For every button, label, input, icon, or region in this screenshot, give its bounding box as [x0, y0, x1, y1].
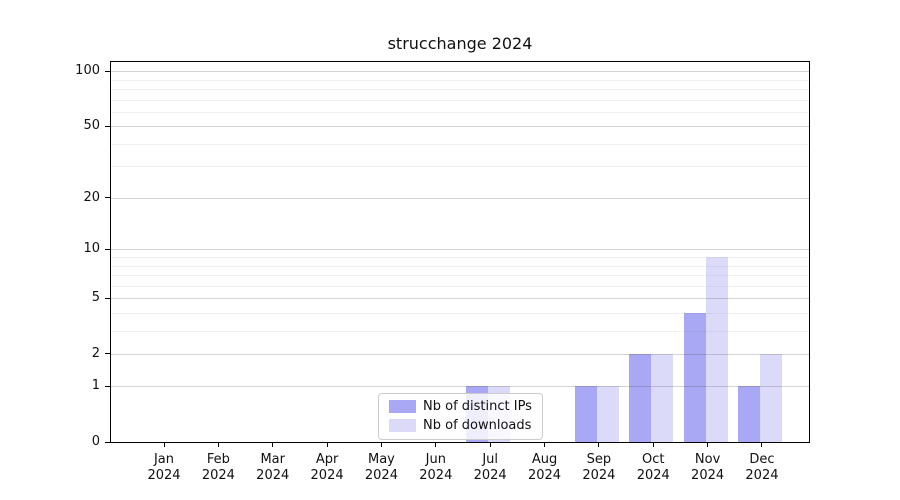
gridline-minor — [111, 166, 809, 168]
x-tick-label: Feb 2024 — [201, 452, 235, 483]
bar-downloads — [651, 353, 674, 442]
gridline-minor — [111, 89, 809, 91]
x-tick-label: Jul 2024 — [473, 452, 507, 483]
gridline-minor — [111, 143, 809, 145]
x-tick — [380, 442, 382, 447]
bar-downloads — [705, 257, 728, 442]
x-tick — [489, 442, 491, 447]
gridline-minor — [111, 330, 809, 332]
x-tick — [707, 442, 709, 447]
x-tick-label: Mar 2024 — [256, 452, 290, 483]
gridline-minor — [111, 99, 809, 101]
gridline-major — [111, 71, 809, 73]
y-tick-label: 0 — [91, 434, 100, 449]
legend-swatch-distinct-ips — [389, 400, 416, 413]
gridline-major — [111, 197, 809, 199]
x-tick — [652, 442, 654, 447]
gridline-major — [111, 386, 809, 388]
gridline-minor — [111, 312, 809, 314]
x-tick — [217, 442, 219, 447]
bar-distinct-ips — [629, 353, 652, 442]
x-tick-label: Sep 2024 — [582, 452, 616, 483]
x-tick — [598, 442, 600, 447]
y-tick-label: 2 — [91, 345, 100, 361]
legend: Nb of distinct IPs Nb of downloads — [378, 393, 543, 440]
legend-row-downloads: Nb of downloads — [389, 418, 532, 433]
plot-area: Nb of distinct IPs Nb of downloads 0 1 2 5 1… — [75, 61, 810, 483]
x-tick-label: Dec 2024 — [745, 452, 779, 483]
y-tick — [105, 441, 110, 443]
bar-distinct-ips — [683, 312, 706, 442]
x-tick — [544, 442, 546, 447]
gridline-minor — [111, 285, 809, 287]
x-tick-label: May 2024 — [364, 452, 398, 483]
x-tick — [435, 442, 437, 447]
y-tick-label: 5 — [91, 290, 100, 306]
y-tick — [105, 197, 110, 199]
gridline-minor — [111, 275, 809, 277]
y-tick — [105, 248, 110, 250]
x-tick — [761, 442, 763, 447]
bar-distinct-ips — [737, 386, 760, 442]
y-tick-label: 1 — [91, 378, 100, 394]
gridline-minor — [111, 257, 809, 259]
gridline-major — [111, 126, 809, 128]
legend-row-distinct-ips: Nb of distinct IPs — [389, 399, 532, 414]
x-tick-label: Jun 2024 — [419, 452, 453, 483]
y-tick-label: 10 — [83, 241, 100, 257]
y-tick — [105, 125, 110, 127]
x-tick-label: Apr 2024 — [310, 452, 344, 483]
legend-label-distinct-ips: Nb of distinct IPs — [423, 399, 532, 414]
x-tick-label: Jan 2024 — [147, 452, 181, 483]
x-tick-label: Oct 2024 — [636, 452, 670, 483]
bar-distinct-ips — [574, 386, 597, 442]
y-tick-label: 20 — [83, 189, 100, 205]
bar-downloads — [596, 386, 619, 442]
x-tick-label: Aug 2024 — [527, 452, 562, 483]
x-tick — [272, 442, 274, 447]
legend-label-downloads: Nb of downloads — [423, 418, 532, 433]
y-tick-label: 50 — [83, 118, 100, 134]
legend-swatch-downloads — [389, 419, 416, 432]
gridline-minor — [111, 79, 809, 81]
x-tick — [163, 442, 165, 447]
gridline-minor — [111, 265, 809, 267]
y-tick — [105, 385, 110, 387]
gridline-major — [111, 249, 809, 251]
x-tick — [326, 442, 328, 447]
gridline-major — [111, 353, 809, 355]
x-tick-label: Nov 2024 — [691, 452, 725, 483]
y-tick — [105, 353, 110, 355]
chart-title: strucchange 2024 — [387, 34, 533, 53]
bar-downloads — [759, 353, 782, 442]
y-tick-label: 100 — [75, 63, 100, 79]
gridline-major — [111, 298, 809, 300]
gridline-minor — [111, 111, 809, 113]
y-tick — [105, 70, 110, 72]
y-tick — [105, 297, 110, 299]
